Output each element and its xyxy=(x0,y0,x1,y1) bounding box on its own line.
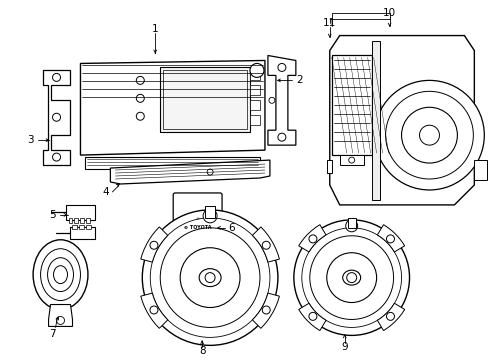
Circle shape xyxy=(150,218,269,337)
Bar xyxy=(249,115,260,125)
Text: ®: ® xyxy=(195,218,199,222)
Circle shape xyxy=(136,94,144,102)
Bar xyxy=(65,205,95,220)
Bar xyxy=(249,71,260,80)
Bar xyxy=(86,218,90,223)
Text: 10: 10 xyxy=(382,8,395,18)
Bar xyxy=(81,218,84,223)
Circle shape xyxy=(204,273,215,283)
Polygon shape xyxy=(326,160,331,173)
Bar xyxy=(86,225,91,229)
Polygon shape xyxy=(267,55,295,145)
Ellipse shape xyxy=(41,249,81,301)
Polygon shape xyxy=(81,60,264,155)
Polygon shape xyxy=(141,227,167,262)
Circle shape xyxy=(326,253,376,302)
Circle shape xyxy=(385,91,472,179)
Ellipse shape xyxy=(47,258,73,292)
Text: 8: 8 xyxy=(199,346,205,356)
Text: 1: 1 xyxy=(152,24,158,33)
Ellipse shape xyxy=(199,269,221,287)
Polygon shape xyxy=(298,225,325,252)
Bar xyxy=(163,71,246,129)
Circle shape xyxy=(180,248,240,307)
Circle shape xyxy=(345,220,357,232)
Ellipse shape xyxy=(33,240,88,310)
Circle shape xyxy=(301,228,401,328)
Circle shape xyxy=(346,273,356,283)
Bar xyxy=(160,67,249,132)
Circle shape xyxy=(249,63,264,77)
Polygon shape xyxy=(377,225,404,252)
Text: ⊛ TOYOTA: ⊛ TOYOTA xyxy=(183,225,211,230)
Bar xyxy=(68,218,72,223)
Circle shape xyxy=(419,125,439,145)
Polygon shape xyxy=(298,303,325,330)
Circle shape xyxy=(293,220,408,336)
Text: 6: 6 xyxy=(228,223,235,233)
Polygon shape xyxy=(473,160,487,180)
Text: 9: 9 xyxy=(341,342,347,352)
Bar xyxy=(371,41,379,200)
Text: 4: 4 xyxy=(102,187,108,197)
Polygon shape xyxy=(252,293,279,328)
Bar xyxy=(74,218,78,223)
Polygon shape xyxy=(42,71,70,165)
Text: 5: 5 xyxy=(49,210,56,220)
Circle shape xyxy=(401,107,456,163)
Polygon shape xyxy=(329,36,473,205)
Bar xyxy=(204,206,215,218)
Circle shape xyxy=(160,228,260,328)
Text: 2: 2 xyxy=(296,75,303,85)
Ellipse shape xyxy=(342,270,360,285)
Polygon shape xyxy=(252,227,279,262)
Text: 3: 3 xyxy=(27,135,34,145)
Polygon shape xyxy=(141,293,167,328)
Bar xyxy=(249,100,260,110)
Circle shape xyxy=(142,210,277,345)
Circle shape xyxy=(374,80,483,190)
Bar xyxy=(85,157,260,169)
Bar xyxy=(339,155,363,165)
Circle shape xyxy=(136,112,144,120)
Polygon shape xyxy=(48,305,72,327)
Bar xyxy=(249,85,260,95)
Text: 11: 11 xyxy=(323,18,336,28)
Bar xyxy=(331,55,371,155)
Polygon shape xyxy=(377,303,404,330)
Circle shape xyxy=(136,76,144,84)
Text: 7: 7 xyxy=(49,329,56,339)
Bar xyxy=(72,225,77,229)
Ellipse shape xyxy=(53,266,67,284)
Polygon shape xyxy=(110,160,269,184)
Circle shape xyxy=(203,209,217,223)
Bar xyxy=(70,227,95,239)
FancyBboxPatch shape xyxy=(173,193,222,252)
Circle shape xyxy=(309,236,393,319)
Bar xyxy=(80,225,84,229)
Bar xyxy=(347,218,355,228)
